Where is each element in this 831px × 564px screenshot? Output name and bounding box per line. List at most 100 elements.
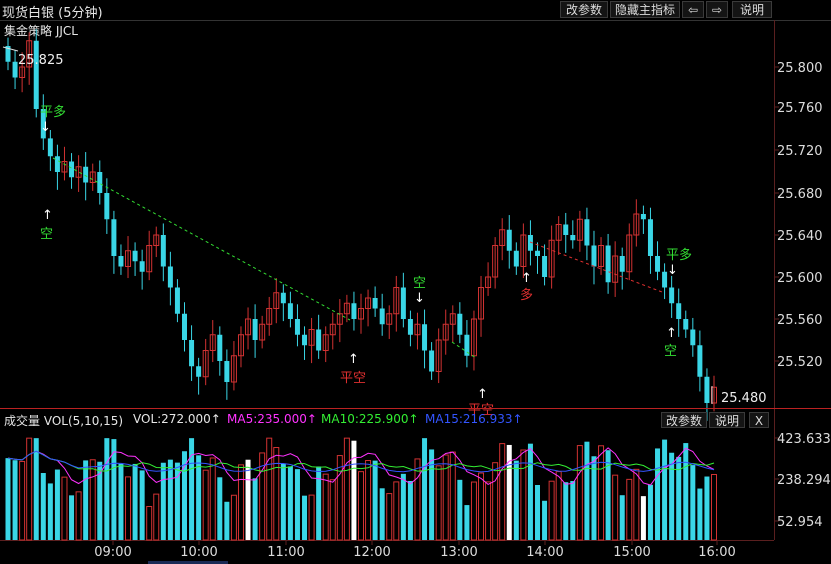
ma5-value: MA5:235.000↑: [227, 412, 317, 426]
candle-body: [584, 219, 590, 246]
volume-bar: [576, 445, 583, 541]
hide-main-indicator-button[interactable]: 隐藏主指标: [610, 1, 680, 18]
high-price-label: 25.825: [18, 53, 64, 68]
candle-body: [499, 229, 506, 246]
volume-bar: [111, 439, 117, 540]
volume-bar: [316, 466, 322, 540]
volume-bar: [189, 438, 195, 540]
volume-bar: [662, 439, 668, 540]
candle-body: [104, 193, 110, 220]
volume-bar: [182, 451, 187, 540]
volume-bar: [202, 469, 209, 541]
volume-bar: [365, 460, 372, 541]
help-button[interactable]: 说明: [732, 1, 772, 18]
candle-body: [167, 266, 173, 288]
candle-body: [273, 292, 280, 309]
volume-bar: [237, 464, 244, 541]
candle-body: [146, 245, 153, 273]
candle-body: [478, 287, 485, 320]
candle-body: [294, 319, 300, 335]
volume-bar: [224, 501, 230, 540]
candle-body: [655, 256, 661, 272]
volume-bar: [132, 463, 138, 540]
candle-body: [343, 302, 350, 315]
candle-body: [316, 329, 322, 351]
candle-body: [174, 287, 180, 314]
volume-change-params-button[interactable]: 改参数: [661, 412, 707, 428]
time-tick-label: 15:00: [613, 545, 650, 560]
volume-bar: [470, 481, 477, 541]
change-params-button[interactable]: 改参数: [560, 1, 608, 18]
candle-body: [400, 287, 406, 319]
volume-bar: [33, 438, 39, 540]
svg-text:↓: ↓: [667, 263, 678, 278]
arrow-right-icon[interactable]: ⇨: [706, 1, 728, 18]
ma10-value: MA10:225.900↑: [321, 412, 419, 426]
candle-body: [237, 334, 244, 357]
time-axis: 09:00 10:00 11:00 12:00 13:00 14:00 15:00 16:00: [94, 540, 736, 560]
signal-ping-kong-2: ↑ 平空: [468, 387, 494, 418]
candle-body: [429, 350, 435, 372]
candle-body: [224, 361, 230, 382]
volume-help-button[interactable]: 说明: [709, 412, 745, 428]
candle-body: [75, 166, 82, 178]
arrow-left-icon[interactable]: ⇦: [682, 1, 704, 18]
candle-body: [351, 303, 357, 319]
volume-bar: [655, 448, 661, 540]
volume-bar: [372, 460, 378, 540]
candle-body: [125, 250, 132, 267]
candle-body: [153, 234, 160, 246]
close-icon[interactable]: X: [749, 412, 769, 428]
svg-text:平多: 平多: [666, 247, 692, 263]
candle-body: [5, 46, 11, 62]
candle-body: [97, 172, 103, 193]
volume-bar: [252, 478, 258, 540]
candle-body: [563, 224, 569, 235]
signal-kong-3: ↑ 空: [664, 326, 677, 359]
strategy-label: 集金策略 JJCL: [4, 24, 78, 38]
volume-bar: [478, 472, 485, 541]
volume-bar: [697, 488, 703, 540]
volume-bar: [174, 462, 180, 540]
volume-bar: [591, 456, 597, 540]
candle-body: [662, 271, 668, 288]
volume-bar: [69, 495, 75, 540]
volume-bar: [40, 473, 46, 540]
volume-bar: [485, 481, 492, 541]
candle-body: [259, 323, 266, 341]
signal-ping-duo-1: 平多 ↓: [40, 104, 66, 135]
candle-body: [47, 138, 53, 157]
candle-body: [619, 256, 625, 272]
volume-bar: [19, 460, 26, 541]
volume-bar: [97, 461, 103, 540]
candle-body: [132, 250, 138, 262]
candle-body: [245, 318, 252, 336]
candle-body: [576, 218, 583, 241]
candle-body: [676, 303, 682, 319]
time-tick-label: 16:00: [698, 545, 735, 560]
ma10-line: [7, 450, 715, 472]
time-tick-label: 09:00: [94, 545, 131, 560]
volume-bar: [139, 470, 145, 540]
volume-bar: [612, 474, 619, 541]
candle-body: [513, 250, 519, 267]
candle-body: [422, 324, 428, 351]
candle-body: [548, 239, 555, 278]
scroll-indicator[interactable]: [148, 561, 228, 564]
candle-body: [442, 323, 449, 341]
volume-bar: [520, 449, 527, 541]
volume-bar: [294, 469, 300, 540]
volume-bar: [343, 437, 350, 541]
candle-body: [435, 339, 442, 372]
volume-bar: [527, 443, 533, 540]
candle-body: [393, 287, 400, 315]
volume-bar: [563, 482, 569, 540]
volume-bar: [167, 459, 173, 540]
volume-bar: [711, 474, 717, 541]
volume-bar: [457, 479, 463, 540]
svg-text:平空: 平空: [340, 371, 366, 386]
volume-bar: [442, 454, 449, 541]
volume-bar: [548, 480, 555, 541]
volume-bar: [704, 476, 710, 540]
